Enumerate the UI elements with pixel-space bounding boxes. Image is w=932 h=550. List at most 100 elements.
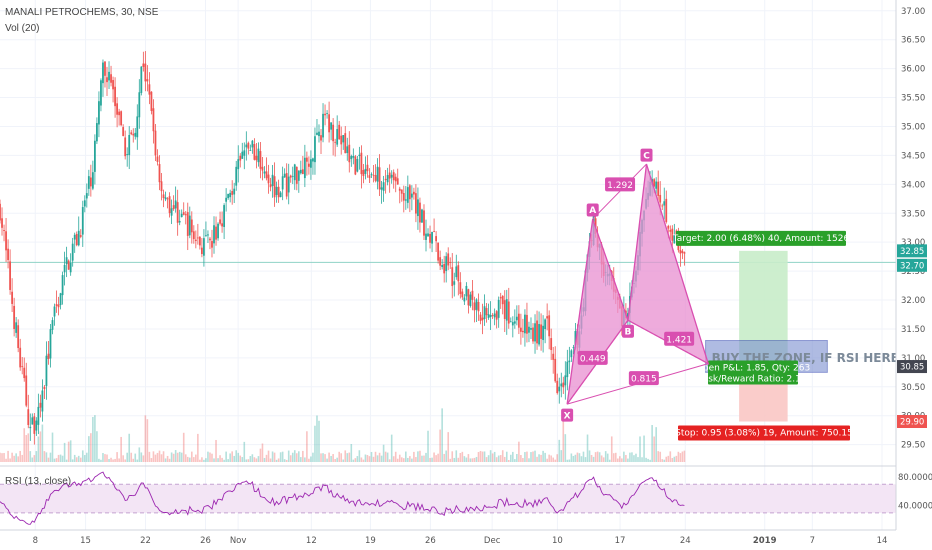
volume-bar bbox=[617, 458, 619, 462]
volume-bar bbox=[293, 450, 296, 462]
volume-bar bbox=[217, 458, 219, 462]
volume-bar bbox=[499, 455, 502, 462]
volume-bar bbox=[146, 419, 149, 462]
candle-body bbox=[398, 188, 401, 191]
candle-body bbox=[392, 172, 395, 181]
volume-bar bbox=[576, 452, 579, 462]
harmonic-pattern[interactable]: 1.292 0.449 1.421 0.815 X A B C bbox=[561, 148, 710, 422]
candle-body bbox=[308, 163, 310, 167]
volume-bar bbox=[326, 458, 328, 462]
volume-bar bbox=[239, 455, 242, 462]
rsi-tick-label: 40.0000 bbox=[898, 502, 932, 512]
candle-body bbox=[509, 321, 512, 323]
candle-body bbox=[384, 178, 387, 181]
volume-bar bbox=[152, 451, 155, 462]
volume-bar bbox=[188, 457, 191, 462]
candle-body bbox=[162, 194, 165, 198]
candle-body bbox=[324, 113, 326, 116]
candle-body bbox=[487, 314, 490, 318]
volume-bar bbox=[9, 458, 11, 462]
candle-body bbox=[471, 290, 474, 300]
candle-body bbox=[457, 265, 460, 282]
volume-bar bbox=[627, 458, 629, 462]
candle-body bbox=[507, 301, 510, 324]
volume-bar bbox=[641, 457, 643, 462]
price-badge-bg bbox=[897, 360, 927, 374]
volume-bar bbox=[536, 456, 538, 462]
volume-bar bbox=[231, 451, 233, 462]
volume-bar bbox=[174, 450, 177, 462]
candle-body bbox=[287, 176, 290, 193]
candle-body bbox=[87, 176, 90, 189]
volume-bar bbox=[201, 457, 203, 462]
candle-body bbox=[75, 233, 78, 246]
time-tick-label: 26 bbox=[425, 536, 436, 546]
candle-body bbox=[0, 203, 1, 221]
volume-bar bbox=[73, 454, 76, 462]
candle-body bbox=[659, 194, 662, 203]
volume-bar bbox=[241, 457, 244, 462]
volume-bar bbox=[251, 454, 254, 462]
volume-bar bbox=[530, 452, 532, 462]
candle-body bbox=[91, 172, 94, 189]
price-axis[interactable]: 29.5030.0030.5031.0031.5032.0032.5033.00… bbox=[895, 0, 932, 550]
volume-bar bbox=[128, 433, 131, 462]
volume-bar bbox=[162, 451, 165, 462]
candle-body bbox=[57, 304, 60, 308]
volume-bar bbox=[124, 459, 126, 462]
volume-bar bbox=[651, 425, 653, 462]
time-tick-label: 8 bbox=[33, 536, 38, 546]
candle-body bbox=[342, 135, 345, 143]
volume-bar bbox=[144, 415, 147, 462]
volume-bar bbox=[5, 458, 7, 462]
candle-body bbox=[43, 386, 46, 390]
candle-body bbox=[178, 220, 181, 223]
candle-body bbox=[419, 202, 421, 223]
candle-body bbox=[293, 164, 296, 181]
candle-body bbox=[536, 320, 538, 344]
volume-bar bbox=[257, 456, 260, 462]
candle-body bbox=[352, 156, 355, 158]
candle-body bbox=[344, 133, 347, 154]
volume-bar bbox=[172, 453, 175, 462]
volume-bar bbox=[681, 451, 684, 462]
candle-body bbox=[273, 176, 276, 198]
candle-body bbox=[35, 420, 38, 431]
long-position-tool[interactable]: BUY THE ZONE, IF RSI HERE IS BELOW 30Tar… bbox=[672, 230, 932, 441]
volume-bar bbox=[602, 457, 605, 462]
candle-body bbox=[239, 155, 242, 161]
volume-bar bbox=[324, 454, 326, 462]
volume-bar bbox=[374, 451, 377, 462]
candle-body bbox=[299, 169, 302, 174]
volume-bar bbox=[39, 431, 42, 462]
candle-body bbox=[348, 144, 351, 163]
candle-body bbox=[11, 291, 14, 304]
time-axis[interactable]: 8 15 22 26 Nov 12 19 26 Dec 10 17 24 2019 7 14 bbox=[0, 529, 896, 546]
candle-body bbox=[124, 137, 127, 157]
candle-body bbox=[532, 327, 534, 342]
candle-body bbox=[513, 321, 516, 324]
volume-bar bbox=[348, 452, 351, 462]
volume-bar bbox=[112, 459, 114, 462]
candle-body bbox=[475, 299, 478, 310]
candle-body bbox=[408, 185, 411, 200]
volume-bar bbox=[540, 454, 542, 462]
volume-bar bbox=[461, 451, 464, 462]
time-tick-label: 24 bbox=[680, 536, 691, 546]
volume-bar bbox=[320, 453, 322, 462]
volume-bar bbox=[364, 454, 367, 462]
candle-body bbox=[441, 264, 444, 268]
target-label-bg bbox=[676, 230, 846, 246]
volume-bar bbox=[156, 452, 159, 462]
stop-label-text: Stop: 0.95 (3.08%) 19, Amount: 750.15 bbox=[675, 429, 853, 439]
volume-bar bbox=[516, 454, 518, 462]
volume-bar bbox=[47, 457, 50, 462]
volume-bar bbox=[43, 451, 46, 462]
volume-bar bbox=[336, 457, 338, 462]
candle-body bbox=[364, 168, 367, 174]
volume-bar bbox=[247, 459, 250, 462]
candle-body bbox=[572, 347, 575, 349]
volume-bar bbox=[625, 455, 627, 462]
candle-body bbox=[253, 144, 256, 160]
